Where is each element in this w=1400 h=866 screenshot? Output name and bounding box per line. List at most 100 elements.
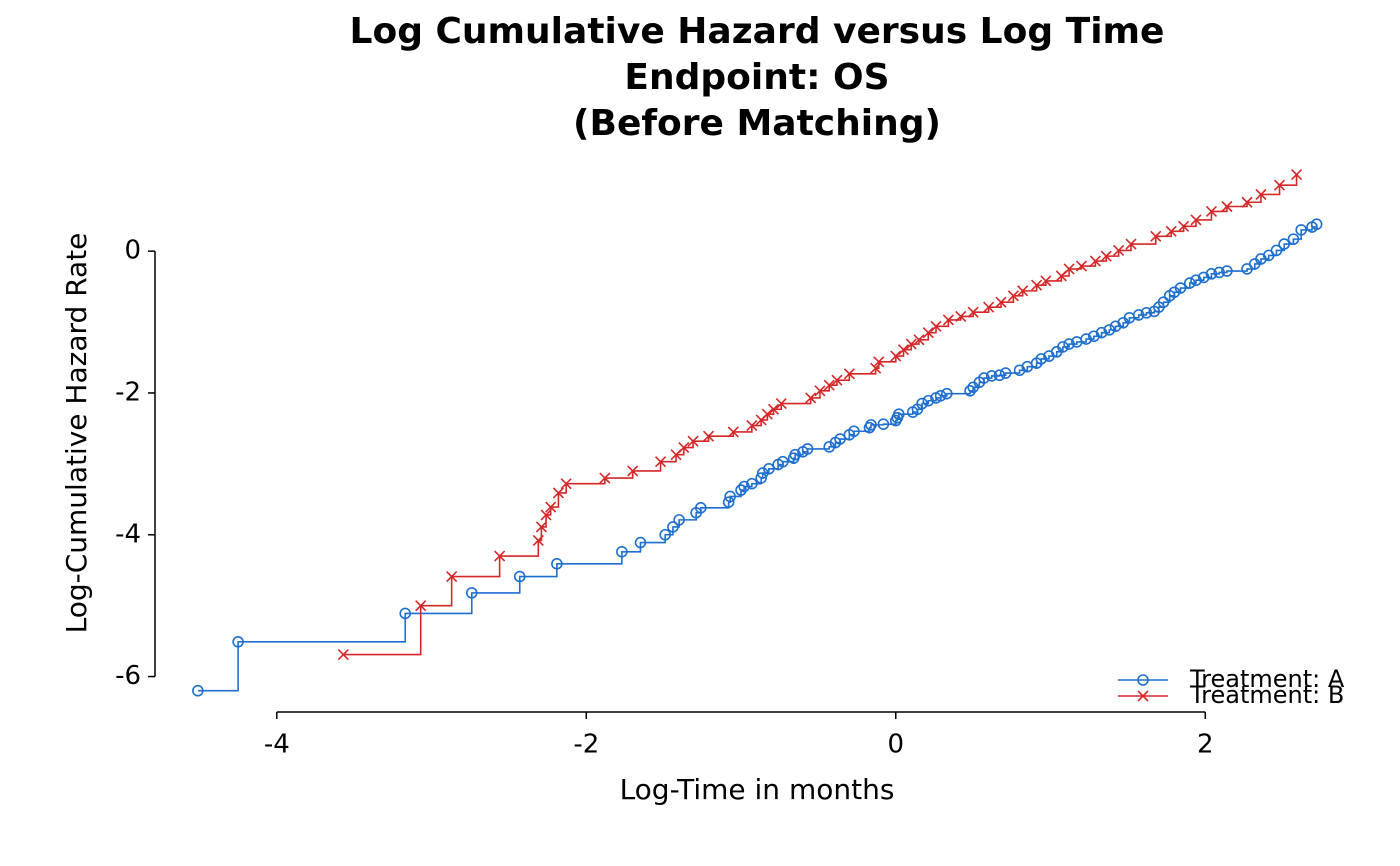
marker [552,487,564,499]
marker [831,374,843,386]
marker [964,385,976,397]
legend-label: Treatment: B [1189,681,1344,709]
marker [848,425,860,438]
marker [942,314,954,326]
marker [1213,266,1225,279]
marker [955,310,967,322]
marker [1205,205,1218,218]
marker [1040,275,1052,287]
marker [763,463,775,475]
marker [1035,353,1048,365]
marker [1103,324,1116,336]
marker [667,521,679,533]
marker [232,636,244,648]
marker [916,397,928,410]
marker [535,521,547,533]
marker [532,534,544,546]
marker [599,472,611,484]
marker [1140,307,1153,319]
y-tick-label: -2 [115,377,141,407]
marker [1007,290,1019,302]
marker [934,389,947,402]
marker [922,327,934,339]
marker [834,433,846,445]
marker [513,570,526,583]
marker [1095,326,1108,339]
marker [724,490,736,503]
y-tick-label: -4 [115,519,141,549]
marker [560,478,572,490]
marker [1150,230,1162,242]
marker [870,362,882,374]
marker [985,370,998,382]
marker [540,509,552,521]
marker [1255,188,1267,201]
marker [1273,179,1286,191]
marker [1221,200,1233,213]
marker [399,607,412,620]
marker [1132,309,1145,321]
marker [843,368,855,380]
marker [727,426,739,438]
marker [1221,265,1233,277]
marker [767,403,780,415]
marker [755,472,767,484]
x-tick-label: -4 [264,730,290,760]
marker [873,356,885,368]
chart-title: Endpoint: OS [624,57,889,98]
marker [735,484,747,496]
marker [823,379,835,391]
marker [694,502,707,514]
marker [1205,268,1218,280]
marker [1295,224,1307,236]
marker [192,684,204,697]
y-axis-label: Log-Cumulative Hazard Rate [60,233,93,634]
marker [446,571,458,583]
marker [897,344,910,356]
marker [941,387,953,400]
marker [805,392,817,404]
marker [978,372,990,384]
marker [983,301,995,313]
chart-title: (Before Matching) [573,103,941,144]
marker [627,465,639,477]
marker [687,435,699,447]
marker [777,455,789,468]
marker [1017,285,1029,297]
marker [1287,233,1300,245]
chart-title: Log Cumulative Hazard versus Log Time [350,11,1165,52]
marker [775,398,787,410]
marker [654,456,667,468]
marker [702,430,715,442]
marker [814,385,826,397]
marker [1075,260,1088,272]
marker [551,558,563,570]
marker [922,394,935,407]
y-tick-label: 0 [124,236,141,266]
x-tick-label: 2 [1197,730,1214,760]
marker [993,369,1006,382]
marker [746,420,758,432]
marker [930,320,942,332]
marker [494,550,506,562]
marker [1157,296,1170,309]
marker [1278,238,1290,250]
step-line [343,174,1298,656]
x-axis-label: Log-Time in months [620,773,895,806]
marker [673,514,685,526]
marker [634,536,647,549]
legend-marker [1137,690,1149,702]
marker [1190,274,1202,287]
marker [1063,338,1075,350]
marker [1310,218,1323,231]
marker [893,408,905,421]
marker [1063,263,1075,275]
marker [678,441,690,454]
marker [877,418,890,430]
marker [1100,250,1112,262]
marker [1270,244,1283,257]
marker [1241,196,1253,208]
marker [1290,169,1303,181]
marker [659,528,672,541]
